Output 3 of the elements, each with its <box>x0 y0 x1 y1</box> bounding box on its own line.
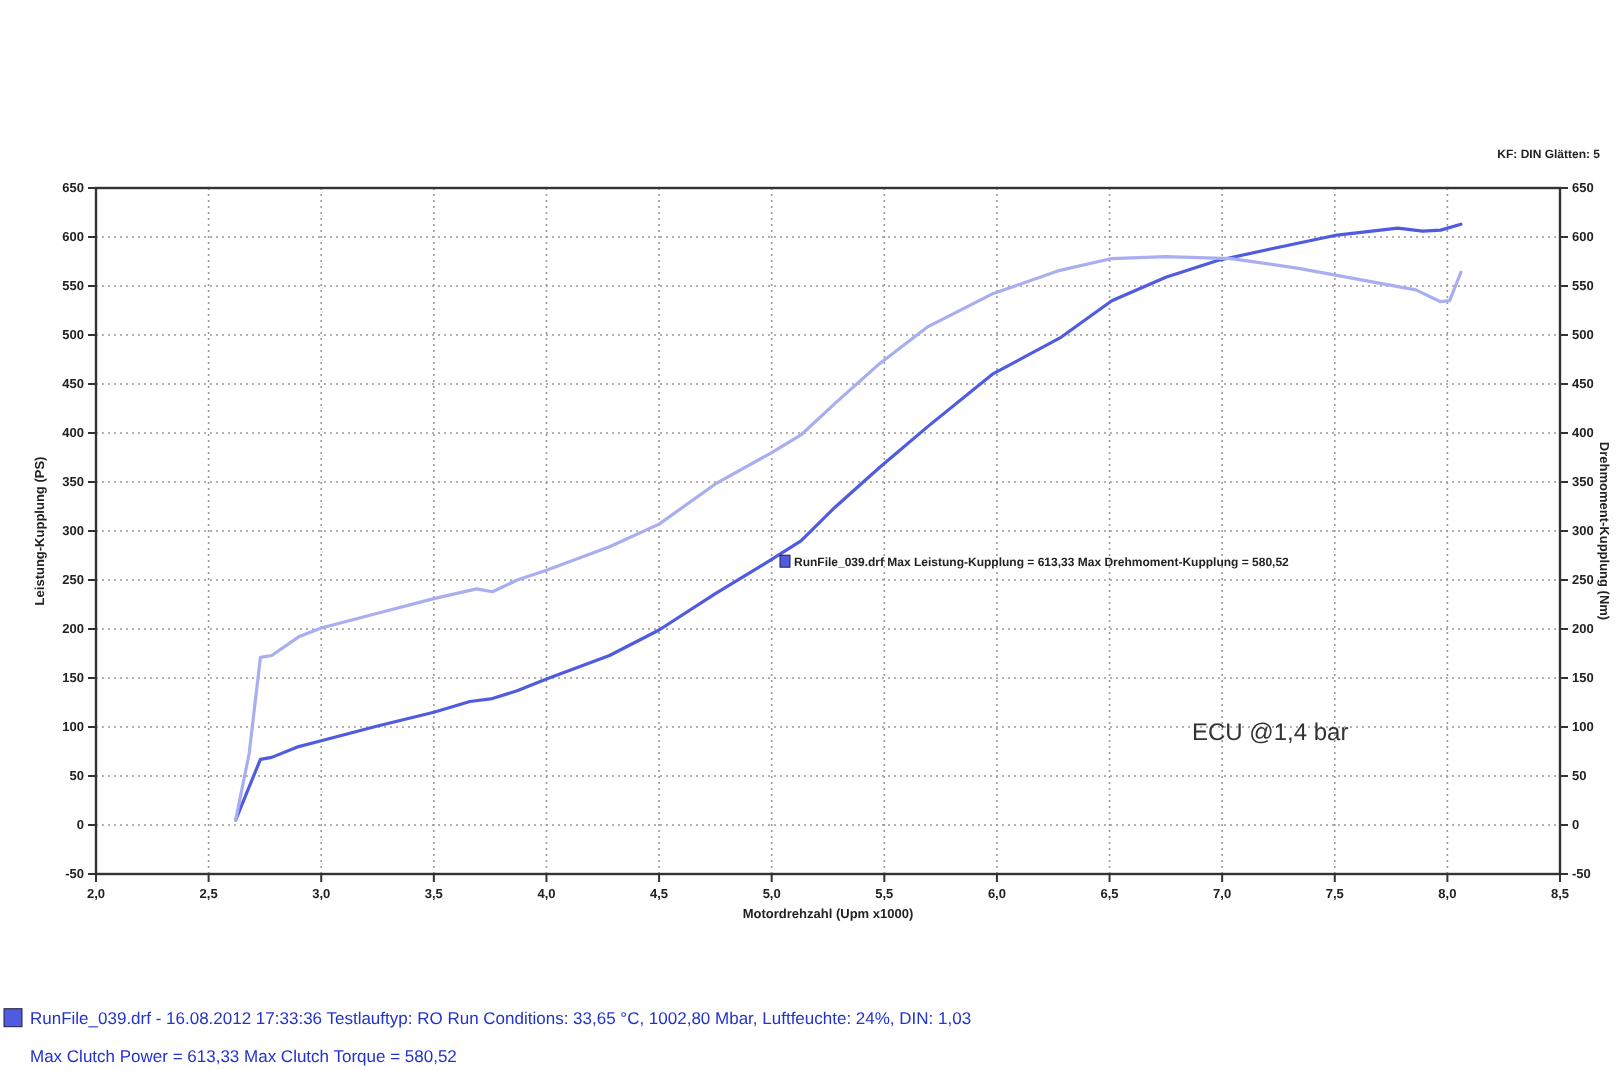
annotation: ECU @1,4 bar <box>1192 718 1349 746</box>
text: Max Clutch Power = 613,33 Max Clutch Torque = 580,52 <box>30 1046 458 1066</box>
text: RunFile_039.drf - 16.08.2012 17:33:36 Testlauftyp: RO Run Conditions: 33,65 °C, 1002,80 Mbar, Luftfeuchte: 24%, DIN: 1,03 <box>30 1008 972 1028</box>
